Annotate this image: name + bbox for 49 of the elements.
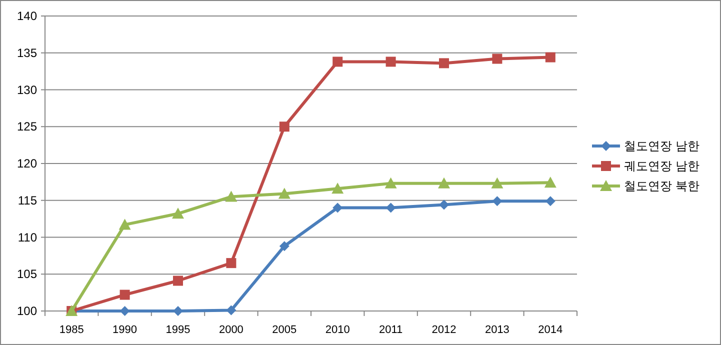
y-tick-label: 105 xyxy=(16,267,38,282)
point xyxy=(120,306,130,316)
legend-label: 철도연장 남한 xyxy=(624,139,700,153)
point xyxy=(226,258,236,268)
point xyxy=(491,177,504,188)
y-tick-label: 100 xyxy=(16,304,38,318)
point xyxy=(279,122,290,132)
point xyxy=(438,177,450,188)
point xyxy=(173,306,183,316)
point xyxy=(439,200,449,210)
point xyxy=(384,177,397,188)
x-tick-label: 2005 xyxy=(272,324,297,336)
x-tick-label: 2000 xyxy=(218,324,244,336)
y-tick-label: 125 xyxy=(16,120,38,134)
x-tick-label: 2011 xyxy=(378,324,403,336)
y-tick-label: 110 xyxy=(18,230,38,244)
legend-label: 궤도연장 남한 xyxy=(624,159,700,173)
x-tick-label: 2012 xyxy=(432,324,456,336)
point xyxy=(492,54,502,64)
y-tick-label: 130 xyxy=(16,82,38,97)
x-tick-label: 2010 xyxy=(325,324,350,336)
x-tick-label: 1985 xyxy=(59,324,84,336)
point xyxy=(544,176,556,188)
point xyxy=(545,52,556,62)
y-tick-label: 115 xyxy=(18,193,38,208)
point xyxy=(332,56,343,67)
point xyxy=(492,196,502,206)
x-tick-label: 2014 xyxy=(538,324,563,336)
point xyxy=(386,202,396,213)
point xyxy=(118,218,131,230)
point xyxy=(225,190,238,202)
y-tick-label: 140 xyxy=(16,9,38,23)
x-tick-label: 2013 xyxy=(484,324,510,336)
point xyxy=(278,188,290,199)
point xyxy=(545,196,556,206)
point xyxy=(226,305,236,316)
point xyxy=(172,208,184,219)
legend-label: 철도연장 북한 xyxy=(624,179,700,193)
y-tick-label: 135 xyxy=(16,46,38,60)
point xyxy=(173,276,183,286)
point xyxy=(439,58,449,68)
point xyxy=(332,182,344,194)
x-tick-label: 1990 xyxy=(112,324,138,336)
y-tick-label: 120 xyxy=(16,156,38,170)
point xyxy=(332,202,343,213)
point xyxy=(279,241,290,252)
x-tick-label: 1995 xyxy=(166,324,190,336)
point xyxy=(386,56,396,67)
point xyxy=(120,290,130,300)
